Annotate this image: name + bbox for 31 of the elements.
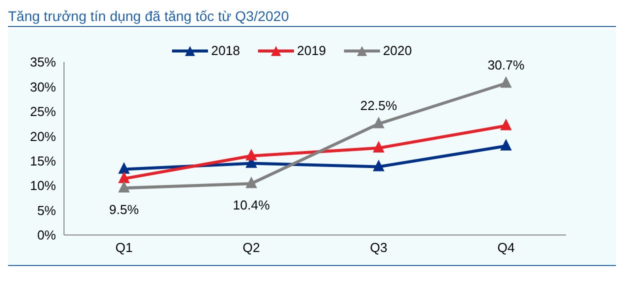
y-tick-label: 25% bbox=[30, 104, 56, 120]
x-tick-label: Q3 bbox=[370, 240, 388, 256]
y-tick-label: 5% bbox=[37, 202, 56, 218]
point bbox=[373, 160, 384, 172]
data-label: 9.5% bbox=[109, 202, 140, 218]
y-tick-label: 15% bbox=[30, 153, 56, 168]
x-tick-label: Q1 bbox=[115, 240, 133, 256]
y-tick-label: 0% bbox=[37, 228, 56, 243]
legend-label: 2020 bbox=[382, 43, 412, 58]
y-tick-label: 35% bbox=[30, 54, 56, 70]
legend-label: 2018 bbox=[210, 43, 240, 58]
data-label: 10.4% bbox=[232, 198, 270, 213]
point bbox=[500, 76, 512, 88]
y-tick-label: 30% bbox=[30, 79, 56, 94]
data-label: 30.7% bbox=[488, 57, 525, 72]
point bbox=[246, 177, 257, 188]
point bbox=[118, 162, 130, 174]
y-tick-label: 10% bbox=[30, 178, 56, 194]
chart-title: Tăng trưởng tín dụng đã tăng tốc từ Q3/2020 bbox=[8, 8, 616, 27]
x-tick-label: Q4 bbox=[497, 240, 515, 256]
point bbox=[500, 119, 512, 130]
point bbox=[246, 149, 257, 160]
point bbox=[118, 182, 130, 193]
point bbox=[373, 142, 384, 153]
legend-label: 2019 bbox=[296, 43, 326, 58]
point bbox=[118, 172, 130, 184]
x-tick-label: Q2 bbox=[242, 240, 260, 256]
point bbox=[373, 117, 384, 128]
data-label: 22.5% bbox=[360, 98, 398, 113]
y-tick-label: 20% bbox=[30, 128, 56, 144]
point bbox=[500, 140, 512, 151]
